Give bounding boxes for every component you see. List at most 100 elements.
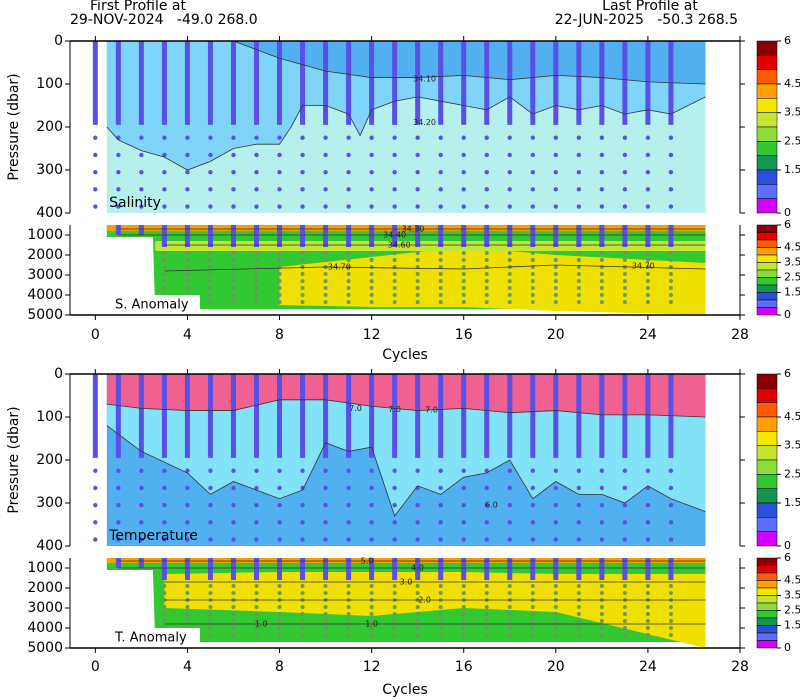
x-tick-label: 12 bbox=[363, 659, 381, 675]
profile-dot bbox=[576, 520, 582, 525]
profile-dot bbox=[484, 605, 489, 609]
profile-dot bbox=[277, 279, 282, 283]
profile-dot bbox=[185, 605, 190, 609]
profile-dot bbox=[254, 619, 259, 623]
profile-dot bbox=[668, 152, 674, 158]
profile-dot bbox=[668, 502, 674, 508]
profile-dot bbox=[300, 258, 305, 262]
profile-dot bbox=[576, 187, 582, 192]
colorbar-segment bbox=[756, 299, 778, 308]
profile-dot bbox=[392, 251, 397, 255]
profile-dot bbox=[369, 591, 374, 595]
y-tick-label: 3000 bbox=[27, 267, 63, 283]
profile-dot bbox=[530, 169, 535, 175]
colorbar-segment bbox=[756, 531, 778, 547]
profile-dot bbox=[392, 502, 397, 508]
profile-dot bbox=[323, 537, 328, 542]
profile-dot bbox=[392, 204, 397, 209]
profile-dot bbox=[300, 502, 305, 508]
y-tick-label: 1000 bbox=[27, 227, 63, 243]
profile-dot bbox=[392, 279, 397, 283]
profile-dot bbox=[599, 591, 604, 595]
profile-dot bbox=[415, 584, 420, 588]
profile-dot bbox=[162, 272, 167, 276]
x-tick-label: 24 bbox=[639, 327, 657, 343]
profile-dot bbox=[369, 251, 374, 255]
profile-dot bbox=[576, 279, 581, 283]
y-tick-label: 1000 bbox=[27, 560, 63, 576]
colorbar-segment bbox=[756, 254, 778, 263]
profile-dot bbox=[323, 286, 328, 290]
profile-dot bbox=[277, 251, 282, 255]
profile-dot bbox=[162, 279, 167, 283]
profile-dot bbox=[668, 619, 673, 623]
profile-dot bbox=[668, 584, 673, 588]
profile-dot bbox=[346, 520, 351, 525]
profile-dot bbox=[484, 619, 489, 623]
colorbar-segment bbox=[756, 474, 778, 489]
profile-dot bbox=[208, 502, 213, 508]
profile-dot bbox=[415, 612, 420, 616]
contour-line bbox=[106, 96, 706, 171]
colorbar-segment bbox=[756, 247, 778, 256]
profile-dot bbox=[599, 204, 605, 209]
profile-dot bbox=[116, 485, 121, 491]
profile-dot bbox=[553, 135, 559, 140]
profile-dot bbox=[369, 169, 374, 175]
profile-dot bbox=[668, 187, 674, 192]
contour-fill bbox=[233, 41, 706, 84]
x-tick-label: 8 bbox=[275, 659, 284, 675]
profile-dot bbox=[461, 152, 466, 158]
profile-dot bbox=[346, 293, 351, 297]
profile-dot bbox=[231, 135, 236, 140]
x-tick-label: 20 bbox=[547, 659, 565, 675]
profile-dot bbox=[461, 633, 466, 637]
profile-dot bbox=[484, 286, 489, 290]
y-tick-label: 0 bbox=[54, 366, 63, 382]
profile-dot bbox=[668, 612, 673, 616]
profile-dot bbox=[599, 537, 605, 542]
profile-dot bbox=[507, 591, 512, 595]
profile-dot bbox=[668, 520, 674, 525]
profile-dot bbox=[254, 251, 259, 255]
profile-dot bbox=[162, 537, 167, 542]
profile-dot bbox=[415, 502, 420, 508]
profile-dot bbox=[346, 187, 351, 192]
profile-dot bbox=[231, 272, 236, 276]
profile-dot bbox=[185, 468, 190, 473]
colorbar-tick-label: 2.5 bbox=[784, 271, 800, 284]
colorbar-segment bbox=[756, 640, 778, 649]
profile-dot bbox=[484, 502, 489, 508]
profile-dot bbox=[116, 169, 121, 175]
profile-dot bbox=[530, 204, 535, 209]
profile-dot bbox=[645, 591, 650, 595]
profile-dot bbox=[323, 293, 328, 297]
profile-dot bbox=[323, 468, 328, 473]
colorbar-segment bbox=[756, 388, 778, 403]
profile-dot bbox=[484, 251, 489, 255]
profile-dot bbox=[277, 619, 282, 623]
profile-dot bbox=[231, 584, 236, 588]
profile-dot bbox=[576, 502, 582, 508]
profile-dot bbox=[415, 591, 420, 595]
profile-dot bbox=[576, 468, 582, 473]
profile-dot bbox=[461, 279, 466, 283]
profile-dot bbox=[438, 626, 443, 630]
profile-dot bbox=[300, 152, 305, 158]
profile-dot bbox=[415, 605, 420, 609]
anomaly-band bbox=[106, 558, 706, 563]
profile-dot bbox=[622, 152, 628, 158]
profile-dot bbox=[93, 152, 98, 158]
profile-dot bbox=[530, 251, 535, 255]
profile-dot bbox=[553, 605, 558, 609]
profile-dot bbox=[461, 605, 466, 609]
profile-dot bbox=[277, 286, 282, 290]
colorbar-segment bbox=[756, 602, 778, 611]
contour-label: 34.20 bbox=[413, 118, 436, 127]
profile-dot bbox=[484, 584, 489, 588]
profile-dot bbox=[438, 584, 443, 588]
profile-dot bbox=[576, 258, 581, 262]
profile-dot bbox=[162, 265, 167, 269]
profile-dot bbox=[507, 468, 512, 473]
profile-dot bbox=[599, 169, 605, 175]
